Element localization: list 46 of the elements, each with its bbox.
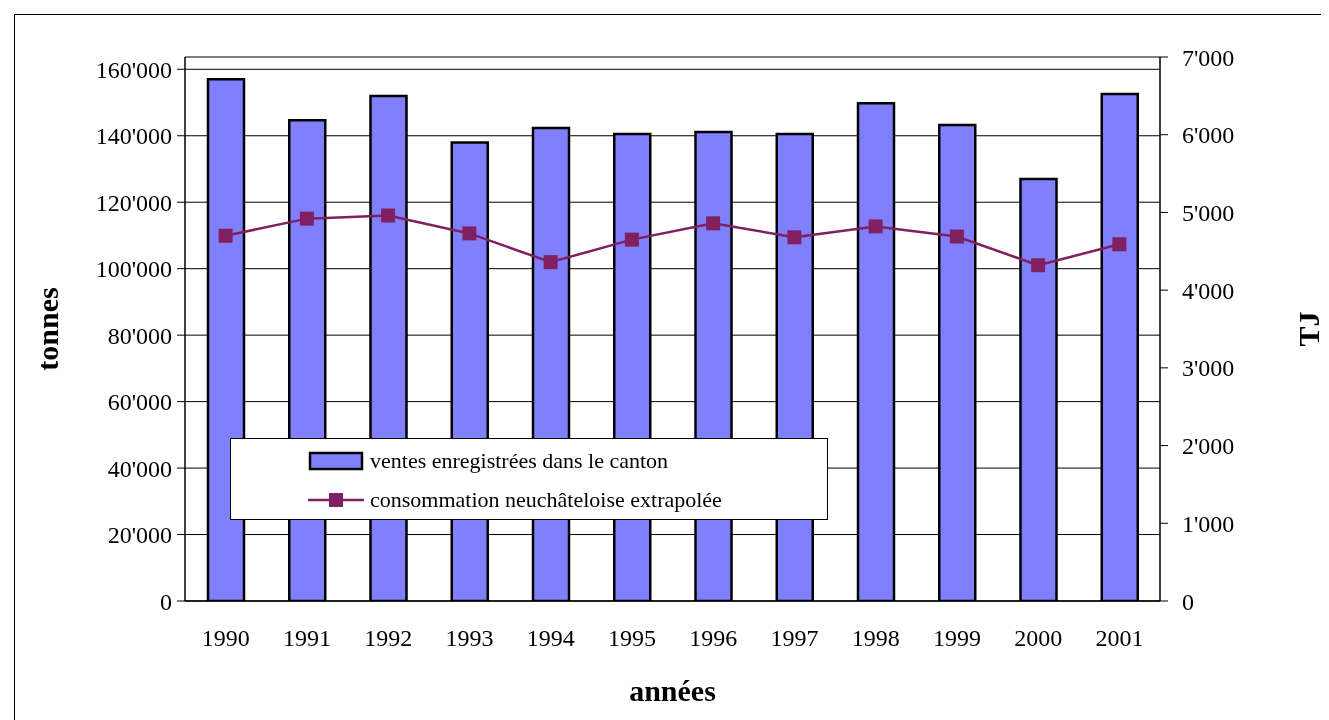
y-tick-label: 160'000 bbox=[95, 56, 172, 83]
y-tick-label: 100'000 bbox=[95, 256, 172, 283]
point bbox=[1031, 258, 1046, 273]
x-tick-label: 1996 bbox=[689, 625, 738, 652]
y-tick-label: 80'000 bbox=[107, 322, 172, 349]
x-tick-label: 1997 bbox=[770, 625, 819, 652]
point bbox=[299, 211, 314, 226]
point bbox=[706, 216, 721, 231]
point bbox=[543, 255, 558, 270]
point bbox=[381, 208, 396, 223]
point bbox=[624, 232, 639, 247]
y2-tick-label: 3'000 bbox=[1182, 355, 1235, 382]
x-tick-label: 1998 bbox=[851, 625, 900, 652]
y-axis-title: tonnes bbox=[30, 287, 64, 371]
y-tick-label: 0 bbox=[160, 588, 172, 615]
y-tick-label: 20'000 bbox=[107, 522, 172, 549]
x-tick-label: 2001 bbox=[1095, 625, 1144, 652]
x-tick-label: 1994 bbox=[526, 625, 575, 652]
x-axis-title: années bbox=[629, 673, 716, 707]
y2-tick-label: 2'000 bbox=[1182, 433, 1235, 460]
legend-label: consommation neuchâteloise extrapolée bbox=[370, 486, 722, 513]
x-tick-label: 1993 bbox=[445, 625, 494, 652]
x-tick-label: 1992 bbox=[364, 625, 413, 652]
y-tick-label: 40'000 bbox=[107, 455, 172, 482]
y2-tick-label: 1'000 bbox=[1182, 510, 1235, 537]
x-tick-label: 1999 bbox=[932, 625, 981, 652]
legend-label: ventes enregistrées dans le canton bbox=[370, 447, 669, 474]
point bbox=[1112, 237, 1127, 252]
x-tick-label: 1995 bbox=[607, 625, 656, 652]
point bbox=[787, 230, 802, 245]
y2-tick-label: 0 bbox=[1182, 588, 1194, 615]
point bbox=[218, 228, 233, 243]
x-tick-label: 1991 bbox=[282, 625, 331, 652]
y2-tick-label: 4'000 bbox=[1182, 277, 1235, 304]
x-tick-label: 1990 bbox=[201, 625, 250, 652]
point bbox=[949, 229, 964, 244]
y2-axis-title: TJ bbox=[1291, 311, 1325, 347]
point bbox=[462, 226, 477, 241]
point bbox=[868, 219, 883, 234]
y-tick-label: 60'000 bbox=[107, 389, 172, 416]
y2-tick-label: 5'000 bbox=[1182, 199, 1235, 226]
y2-tick-label: 7'000 bbox=[1182, 44, 1235, 71]
y2-tick-label: 6'000 bbox=[1182, 122, 1235, 149]
y-tick-label: 120'000 bbox=[95, 189, 172, 216]
x-tick-label: 2000 bbox=[1014, 625, 1063, 652]
y-tick-label: 140'000 bbox=[95, 123, 172, 150]
